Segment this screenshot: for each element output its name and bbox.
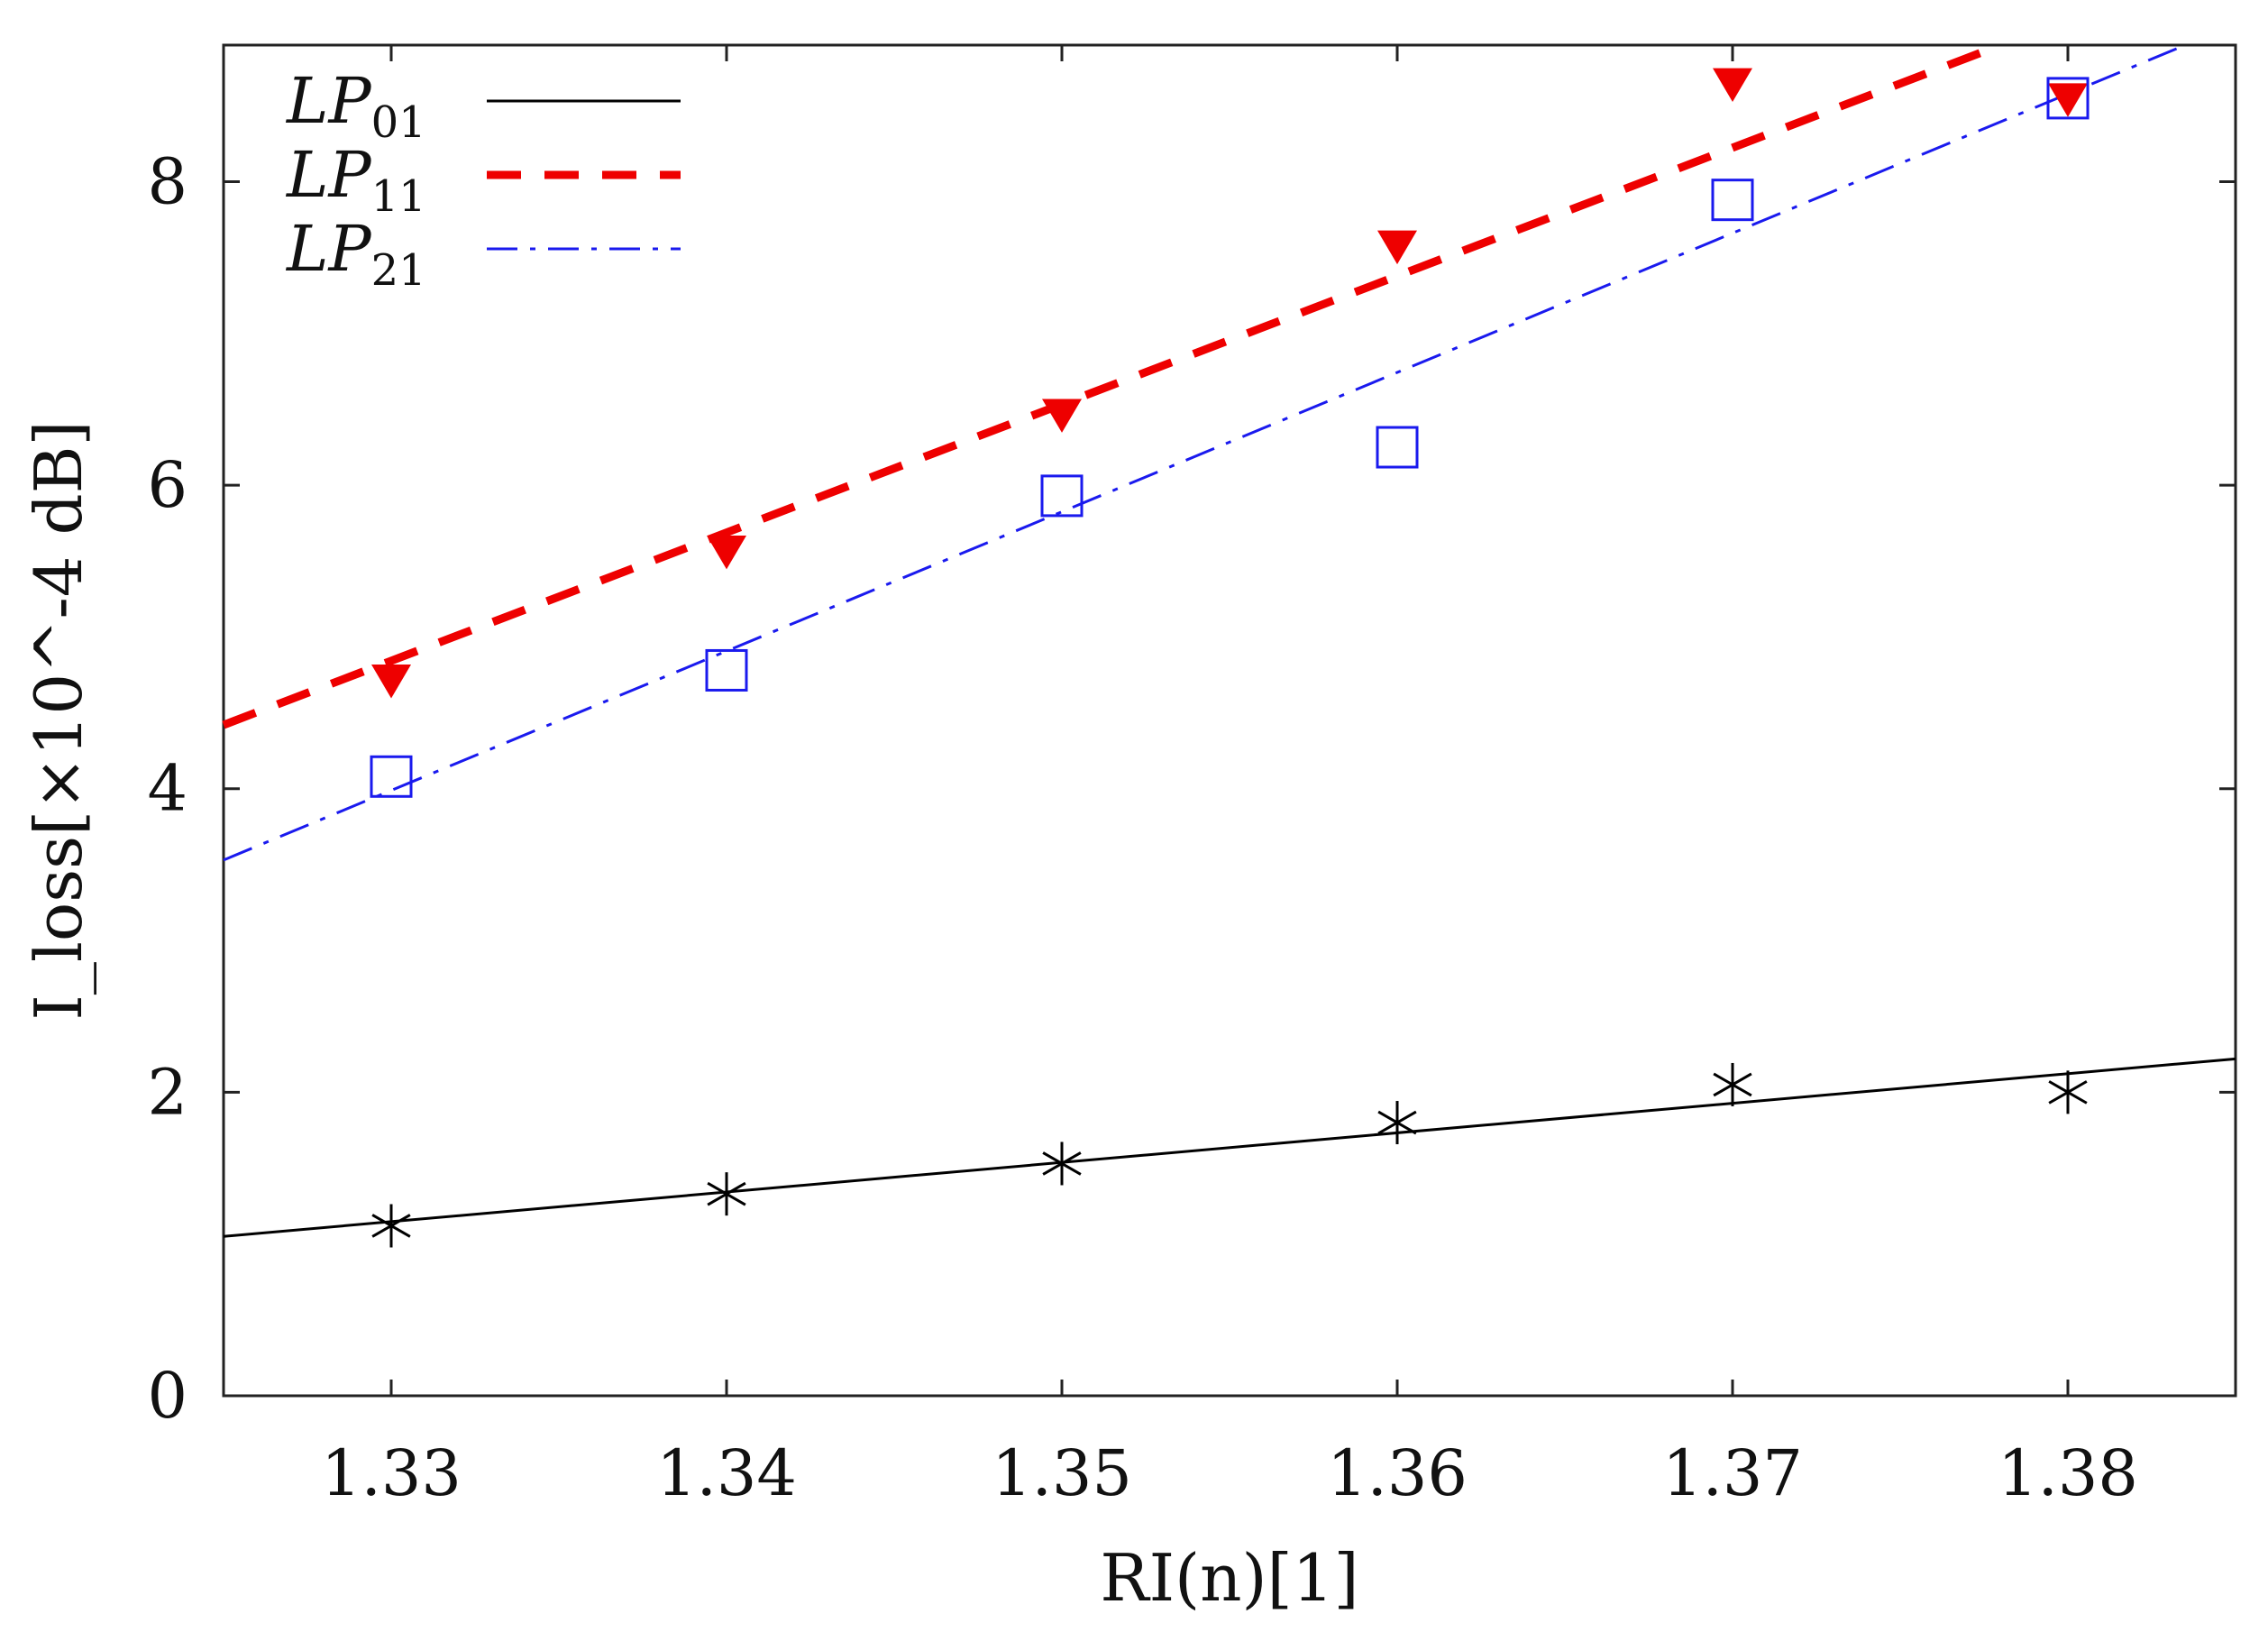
x-axis-title: RI(n)[1] bbox=[1100, 1540, 1358, 1616]
data-point-lp11 bbox=[1713, 68, 1752, 102]
x-tick-label: 1.35 bbox=[992, 1436, 1132, 1510]
x-tick-label: 1.38 bbox=[1998, 1436, 2138, 1510]
legend-label-lp21: LP21 bbox=[285, 212, 426, 296]
x-tick-label: 1.36 bbox=[1327, 1436, 1468, 1510]
y-axis-title: I_loss[×10^-4 dB] bbox=[21, 420, 96, 1020]
data-point-lp01 bbox=[1377, 1101, 1417, 1145]
legend-label-lp11: LP11 bbox=[285, 138, 426, 222]
data-point-lp11 bbox=[707, 535, 746, 570]
data-point-lp11 bbox=[371, 665, 411, 699]
x-tick-label: 1.37 bbox=[1662, 1436, 1803, 1510]
y-tick-label: 6 bbox=[147, 448, 187, 522]
y-tick-label: 8 bbox=[147, 144, 187, 218]
data-point-lp01 bbox=[371, 1204, 411, 1248]
x-tick-label: 1.33 bbox=[321, 1436, 462, 1510]
legend-label-lp01: LP01 bbox=[285, 64, 426, 148]
data-point-lp21 bbox=[1376, 426, 1419, 469]
y-tick-label: 4 bbox=[147, 752, 187, 826]
data-point-lp01 bbox=[1042, 1141, 1082, 1186]
data-point-lp21 bbox=[1711, 179, 1754, 222]
data-point-lp21 bbox=[370, 755, 413, 798]
fit-line-lp01 bbox=[223, 1057, 2236, 1238]
data-point-lp21 bbox=[705, 648, 748, 692]
fit-line-lp21 bbox=[223, 43, 2186, 862]
data-point-lp11 bbox=[1377, 230, 1417, 265]
fit-line-lp11 bbox=[222, 41, 2003, 729]
data-point-lp11 bbox=[2048, 83, 2088, 117]
data-point-lp01 bbox=[2048, 1070, 2088, 1114]
y-tick-label: 0 bbox=[147, 1359, 187, 1433]
data-point-lp21 bbox=[1040, 474, 1084, 518]
data-point-lp11 bbox=[1042, 399, 1082, 433]
data-point-lp01 bbox=[707, 1172, 746, 1216]
plot-area bbox=[222, 43, 2237, 1398]
x-tick-label: 1.34 bbox=[656, 1436, 797, 1510]
data-point-lp01 bbox=[1713, 1062, 1752, 1106]
data-point-lp21 bbox=[2046, 77, 2090, 120]
y-tick-label: 2 bbox=[147, 1055, 187, 1129]
